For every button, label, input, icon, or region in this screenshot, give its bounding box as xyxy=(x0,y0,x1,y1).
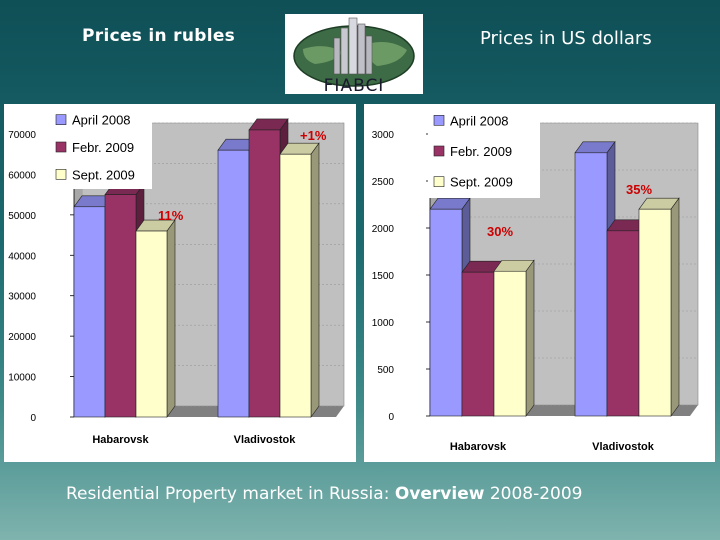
bar-front-face xyxy=(135,230,168,418)
change-annotation: 35% xyxy=(626,182,652,197)
bar-side-face xyxy=(525,259,535,417)
slide-footer: Residential Property market in Russia: O… xyxy=(66,484,583,504)
category-label: Vladivostok xyxy=(234,434,297,446)
footer-topic: Residential Property market in Russia xyxy=(66,484,384,504)
rubles-chart-panel: 0 10000 20000 30000 40000 50000 60000 70000 Haba… xyxy=(4,104,356,462)
y-tick-label: 500 xyxy=(377,365,394,376)
bar-side-face xyxy=(310,142,320,418)
y-tick-label: 40000 xyxy=(8,251,36,262)
bar-front-face xyxy=(248,129,281,418)
y-tick-label: 3000 xyxy=(372,130,395,141)
bar-front-face xyxy=(104,194,137,418)
y-tick-label: 2000 xyxy=(372,224,395,235)
bar-front-face xyxy=(429,208,463,417)
dollars-chart-panel: 0 500 1000 1500 2000 2500 3000 Habarovsk Vladivo… xyxy=(364,104,715,462)
rubles-heading: Prices in rubles xyxy=(82,26,236,46)
bar xyxy=(279,142,320,418)
legend-swatch xyxy=(55,114,67,125)
bar-front-face xyxy=(279,153,312,418)
y-tick-label: 1000 xyxy=(372,318,395,329)
dollars-heading: Prices in US dollars xyxy=(480,28,652,49)
bar-front-face xyxy=(638,208,672,417)
fiabci-logo: FIABCI xyxy=(285,14,423,96)
logo-wordmark: FIABCI xyxy=(323,76,385,96)
change-annotation: +1% xyxy=(300,128,327,143)
footer-separator: : xyxy=(383,484,395,504)
bar xyxy=(135,219,176,418)
legend-box xyxy=(428,106,540,198)
y-tick-label: 10000 xyxy=(8,373,36,384)
bar-front-face xyxy=(606,230,640,417)
y-tick-label: 60000 xyxy=(8,170,36,181)
legend-box xyxy=(50,107,152,189)
category-label: Habarovsk xyxy=(92,434,149,446)
legend-swatch xyxy=(55,169,67,180)
y-tick-label: 50000 xyxy=(8,211,36,222)
legend-label: April 2008 xyxy=(72,113,131,128)
y-tick-label: 0 xyxy=(30,413,36,424)
bar-side-face xyxy=(670,197,680,417)
legend-label: Febr. 2009 xyxy=(450,144,512,159)
legend-swatch xyxy=(433,115,445,126)
bar-front-face xyxy=(574,152,608,417)
change-annotation: 11% xyxy=(158,208,184,223)
chart-legend: April 2008 Febr. 2009 Sept. 2009 xyxy=(428,106,540,198)
y-tick-label: 2500 xyxy=(372,177,395,188)
bar-front-face xyxy=(73,206,106,418)
footer-years: 2008-2009 xyxy=(484,484,583,504)
legend-swatch xyxy=(433,176,445,187)
y-tick-label: 1500 xyxy=(372,271,395,282)
bar-front-face xyxy=(461,271,495,417)
change-annotation: 30% xyxy=(487,224,513,239)
rubles-chart: 0 10000 20000 30000 40000 50000 60000 70000 Haba… xyxy=(8,107,345,446)
legend-label: Febr. 2009 xyxy=(72,140,134,155)
bar-front-face xyxy=(217,149,250,418)
y-tick-label: 70000 xyxy=(8,130,36,141)
bar xyxy=(638,197,680,417)
legend-label: Sept. 2009 xyxy=(450,175,513,190)
bar xyxy=(493,259,535,417)
chart-legend: April 2008 Febr. 2009 Sept. 2009 xyxy=(50,107,152,189)
category-label: Habarovsk xyxy=(450,441,507,453)
category-label: Vladivostok xyxy=(592,441,655,453)
bar xyxy=(104,182,145,418)
y-tick-label: 30000 xyxy=(8,292,36,303)
bar-front-face xyxy=(493,270,527,417)
bar-side-face xyxy=(166,219,176,418)
y-tick-label: 0 xyxy=(388,412,394,423)
y-tick-label: 20000 xyxy=(8,332,36,343)
legend-swatch xyxy=(55,141,67,153)
legend-label: Sept. 2009 xyxy=(72,167,135,182)
footer-overview: Overview xyxy=(394,484,485,504)
legend-swatch xyxy=(433,145,445,157)
legend-label: April 2008 xyxy=(450,113,509,128)
dollars-chart: 0 500 1000 1500 2000 2500 3000 Habarovsk Vladivo… xyxy=(372,106,699,453)
globe-skyline-icon xyxy=(293,17,415,87)
